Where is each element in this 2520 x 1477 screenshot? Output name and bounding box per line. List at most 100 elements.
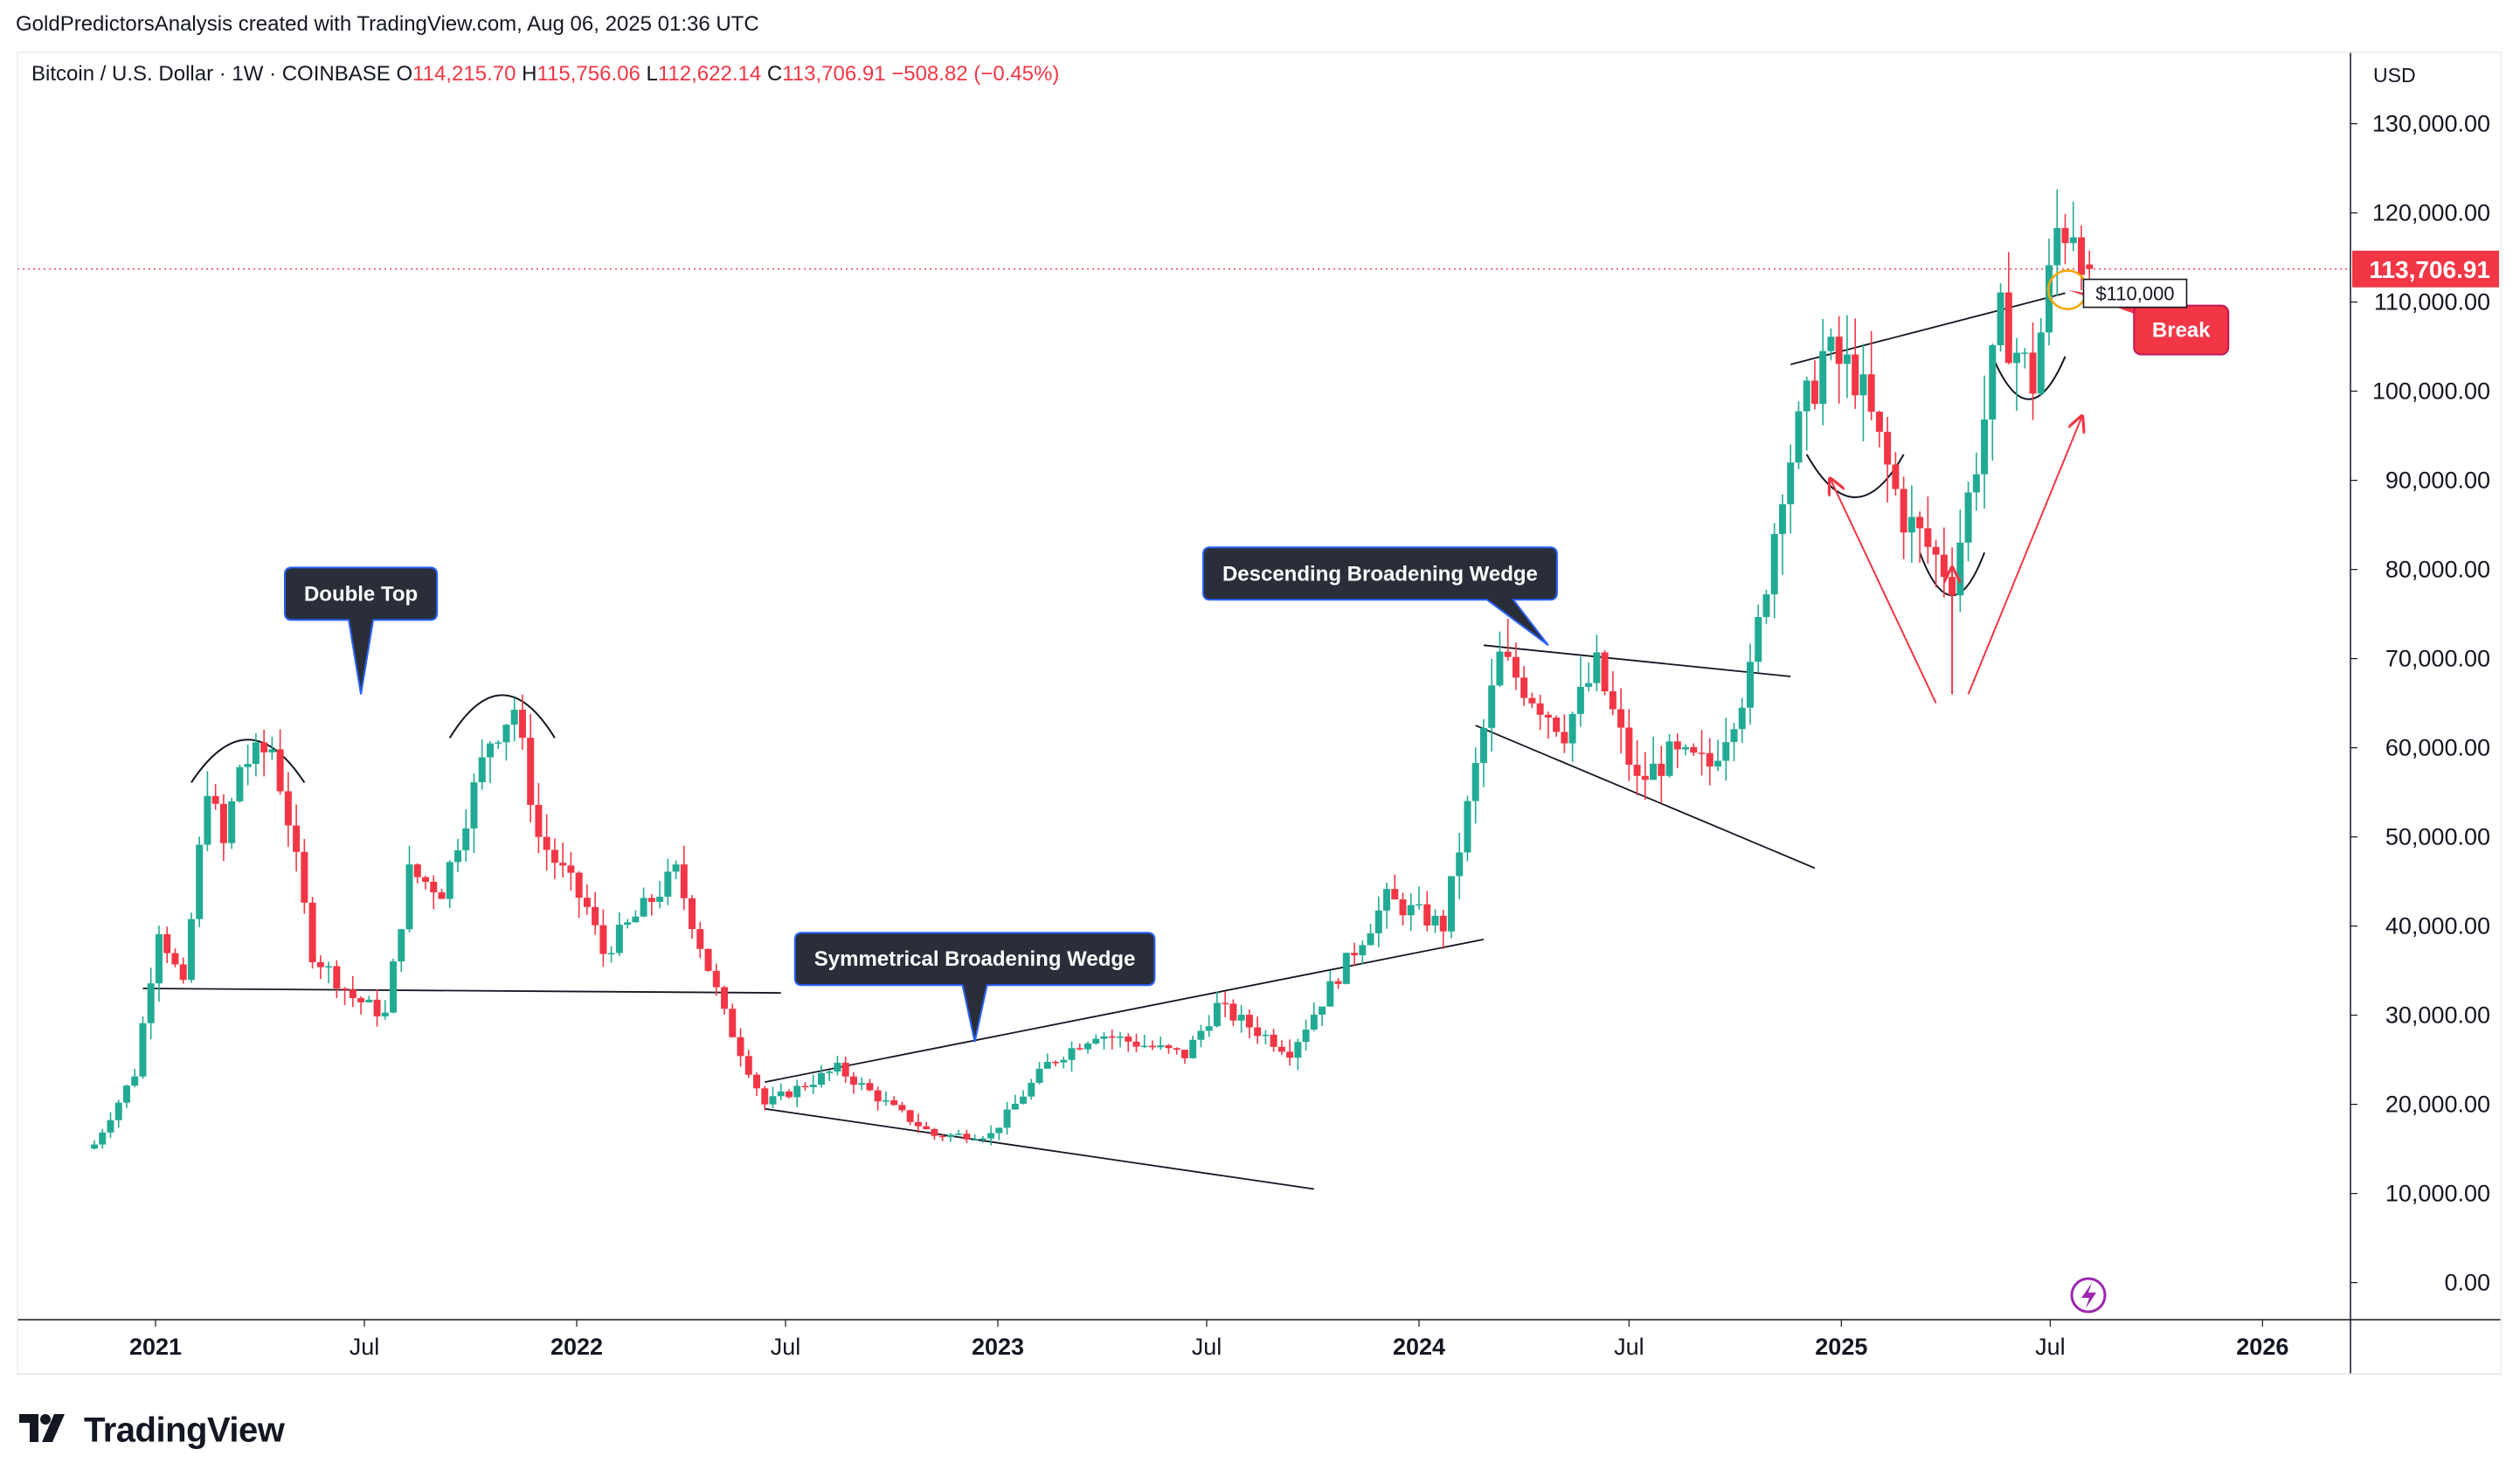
- candle: [1576, 656, 1584, 727]
- candle: [785, 1089, 793, 1099]
- candle-body: [1132, 1041, 1140, 1047]
- legend-change: −508.82 (−0.45%): [891, 62, 1059, 86]
- candle: [1852, 318, 1859, 409]
- candle-body: [1439, 915, 1447, 932]
- candle-body: [2069, 237, 2077, 244]
- candle: [923, 1121, 931, 1130]
- candle-body: [405, 864, 413, 930]
- candle-body: [1374, 910, 1382, 933]
- candle-body: [268, 749, 276, 752]
- candle: [107, 1112, 114, 1138]
- candle-body: [1092, 1038, 1100, 1044]
- candle: [1108, 1029, 1116, 1050]
- candle: [268, 736, 276, 760]
- candle: [1835, 316, 1843, 404]
- pattern-arc: [448, 694, 556, 738]
- candle-body: [987, 1133, 995, 1139]
- candle-body: [543, 836, 550, 850]
- candle-body: [1609, 691, 1617, 710]
- candle: [2077, 225, 2085, 290]
- candle-body: [293, 825, 301, 852]
- candle: [1456, 833, 1464, 899]
- candle: [801, 1082, 809, 1091]
- candle: [1593, 634, 1601, 692]
- candle: [131, 1069, 139, 1088]
- price-label-box: [2082, 278, 2188, 309]
- candle: [470, 773, 478, 854]
- candle: [1875, 410, 1883, 447]
- candle-body: [559, 863, 567, 866]
- lightning-icon[interactable]: [2070, 1277, 2107, 1314]
- candle-body: [1504, 651, 1512, 657]
- candle: [704, 948, 712, 973]
- price-tick-label: 10,000.00: [2385, 1181, 2490, 1207]
- candle: [1125, 1033, 1132, 1052]
- candle: [753, 1071, 761, 1097]
- candle-body: [1892, 464, 1900, 489]
- candle: [1342, 953, 1350, 985]
- candle: [1028, 1078, 1035, 1100]
- callout-label: Symmetrical Broadening Wedge: [814, 947, 1136, 971]
- legend-close-label: C: [767, 62, 782, 86]
- candle: [1100, 1032, 1108, 1051]
- candle-body: [1698, 752, 1706, 754]
- candle-body: [2046, 265, 2053, 333]
- candle-body: [301, 851, 308, 903]
- candle-body: [122, 1085, 130, 1103]
- candle-body: [647, 898, 655, 902]
- candle: [1326, 970, 1334, 1007]
- candle-body: [632, 916, 640, 923]
- legend-low-label: L: [646, 62, 657, 86]
- candle: [1399, 892, 1407, 926]
- candle: [841, 1056, 849, 1084]
- candle: [567, 851, 575, 891]
- tradingview-logo-icon: [19, 1411, 75, 1454]
- price-tick-label: 60,000.00: [2385, 735, 2490, 761]
- candle: [357, 995, 365, 1015]
- candle: [1843, 315, 1851, 399]
- candle: [114, 1099, 122, 1128]
- candle: [1464, 795, 1471, 862]
- candle-body: [1907, 517, 1915, 533]
- candle: [1423, 891, 1431, 932]
- candle: [938, 1134, 946, 1141]
- candle: [236, 764, 244, 803]
- candle-body: [1456, 852, 1464, 877]
- candle: [284, 772, 292, 848]
- candle-body: [171, 953, 179, 965]
- candle-body: [284, 791, 292, 826]
- candle: [1471, 747, 1479, 824]
- candle: [2013, 337, 2021, 412]
- candle: [1561, 714, 1568, 753]
- candle-body: [793, 1085, 801, 1098]
- candle: [1585, 662, 1593, 692]
- candle: [583, 884, 591, 915]
- attribution-text: GoldPredictorsAnalysis created with Trad…: [16, 12, 759, 36]
- callout-box: [793, 932, 1156, 1043]
- candle: [744, 1050, 752, 1078]
- candle-body: [1213, 1002, 1221, 1027]
- candle: [2086, 250, 2094, 279]
- candle-body: [1140, 1045, 1148, 1048]
- candle: [1189, 1036, 1197, 1059]
- candle: [1140, 1034, 1148, 1049]
- candle-body: [1277, 1046, 1285, 1052]
- candle-body: [1286, 1051, 1294, 1058]
- candle-body: [882, 1100, 890, 1102]
- candle: [696, 921, 704, 959]
- price-label-text: $110,000: [2095, 283, 2174, 305]
- candle-body: [1342, 953, 1350, 984]
- time-tick-label: 2026: [2236, 1334, 2288, 1360]
- candle: [632, 910, 640, 923]
- candle-body: [1180, 1050, 1188, 1058]
- callout-double-top: Double Top: [283, 566, 439, 695]
- candle-body: [1076, 1048, 1083, 1050]
- candle: [486, 741, 494, 784]
- candle-body: [2061, 227, 2069, 244]
- candle-body: [931, 1128, 938, 1136]
- candle-body: [1819, 350, 1827, 405]
- candle-body: [453, 849, 461, 863]
- candle-body: [1334, 981, 1342, 984]
- red-arrow: [1967, 418, 2081, 695]
